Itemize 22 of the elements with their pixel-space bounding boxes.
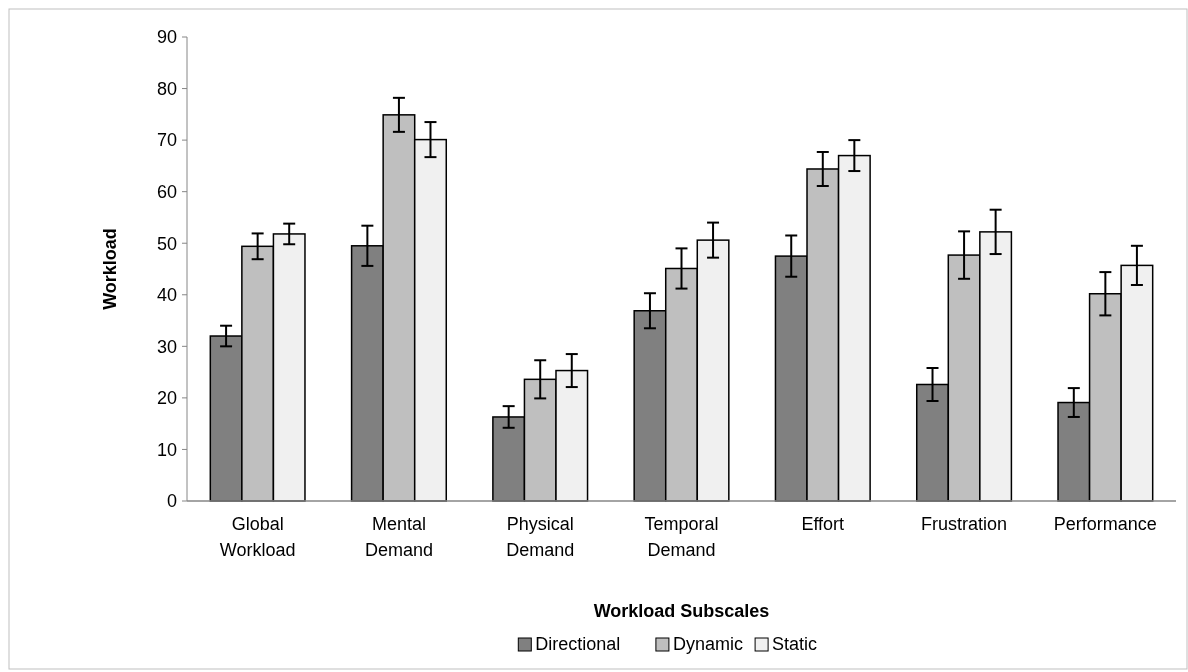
- y-tick-label: 20: [156, 388, 177, 409]
- y-axis-title: Workload: [100, 228, 120, 310]
- y-tick-label: 40: [156, 285, 177, 306]
- y-tick-label: 10: [156, 439, 177, 460]
- x-tick-label: Physical Demand: [506, 514, 575, 560]
- x-tick-label: Frustration: [921, 514, 1008, 534]
- x-axis-title: Workload Subscales: [593, 601, 770, 621]
- y-tick-label: 60: [156, 181, 177, 202]
- x-tick-label: Global Workload: [219, 514, 296, 560]
- y-tick-label: 50: [156, 233, 177, 254]
- x-tick-label: Temporal Demand: [644, 514, 719, 560]
- y-tick-label: 0: [166, 491, 177, 512]
- x-tick-label: Effort: [801, 514, 845, 534]
- x-tick-label: Mental Demand: [364, 514, 433, 560]
- legend-label: Directional: [535, 634, 621, 654]
- y-tick-label: 30: [156, 336, 177, 357]
- y-tick-label: 70: [156, 130, 177, 151]
- y-tick-label: 80: [156, 78, 177, 99]
- legend-label: Dynamic: [672, 634, 743, 654]
- legend-label: Static: [772, 634, 818, 654]
- x-tick-label: Performance: [1053, 514, 1157, 534]
- y-tick-label: 90: [156, 27, 177, 48]
